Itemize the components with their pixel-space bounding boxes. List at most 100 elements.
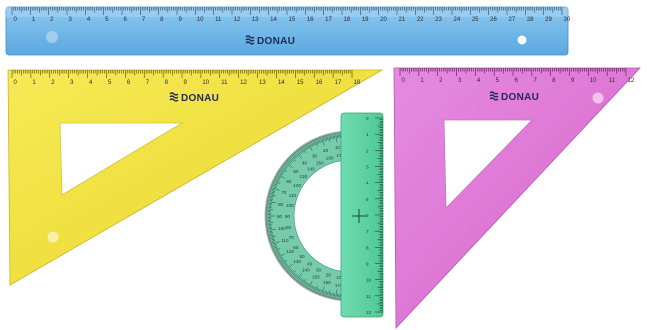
donau-wave-logo-icon [489,91,499,101]
protractor-side-tick-label: 11 [366,294,371,299]
yellow-set-square-tick-label: 10 [202,80,209,86]
protractor-side-tick-label: 5 [366,197,369,202]
yellow-set-square-tick-label: 5 [108,80,112,86]
protractor-inner-degree-label: 130 [300,174,308,179]
brand-name: DONAU [181,93,219,104]
protractor-outer-degree-label: 90 [277,214,283,219]
pink-set-square-tick-label: 0 [402,78,406,84]
blue-ruler-scale: 0 1 2 3 4 5 6 7 8 9 10 11 12 13 14 15 16 17 18 19 20 21 22 23 24… [11,7,571,23]
yellow-set-square-tick-label: 9 [184,80,188,86]
protractor-inner-degree-label: 160 [326,156,334,161]
blue-ruler-tick-label: 15 [289,17,296,23]
protractor-inner-degree-label: 120 [293,183,301,188]
pink-set-square-tick-label: 2 [439,78,443,84]
protractor-side-tick-label: 2 [366,148,369,153]
protractor-outer-degree-label: 110 [281,238,289,243]
ruler-hang-hole-icon [517,35,527,45]
set-square-cutout [443,119,533,209]
protractor-outer-degree-label: 170 [335,283,343,288]
pink-set-square-tick-label: 11 [609,78,616,84]
blue-ruler-tick-label: 4 [87,17,91,23]
yellow-set-square-tick-label: 15 [297,80,304,86]
yellow-set-square-tick-label: 12 [240,80,247,86]
pink-set-square-scale: 0 1 2 3 4 5 6 7 8 9 10 11 12 [399,68,635,84]
protractor-side-tick-label: 8 [366,245,369,250]
pink-set-square-tick-label: 12 [628,78,635,84]
protractor-side-tick-label: 10 [366,278,372,283]
blue-ruler-tick-label: 16 [307,17,314,23]
yellow-set-square-tick-label: 6 [127,80,131,86]
blue-ruler-tick-label: 26 [490,17,497,23]
pink-set-square-tick-label: 7 [533,78,537,84]
yellow-set-square-tick-label: 7 [146,80,150,86]
protractor-inner-degree-label: 10 [336,275,342,280]
blue-ruler-tick-label: 29 [545,17,552,23]
protractor-inner-degree-label: 90 [285,214,291,219]
blue-ruler-tick-label: 8 [160,17,164,23]
blue-ruler-tick-label: 12 [234,17,241,23]
yellow-set-square-tick-label: 17 [335,80,342,86]
blue-ruler-tick-label: 1 [32,17,36,23]
yellow-set-square-tick-label: 1 [32,80,36,86]
protractor-inner-degree-label: 20 [326,272,332,277]
blue-ruler-logo: DONAU [245,35,295,47]
blue-ruler-tick-label: 21 [399,17,406,23]
protractor-inner-degree-label: 170 [336,153,344,158]
brand-name: DONAU [501,92,539,103]
donau-wave-logo-icon [169,92,179,102]
blue-ruler-tick-label: 28 [527,17,534,23]
protractor-inner-degree-label: 30 [316,268,322,273]
protractor-outer-degree-label: 70 [281,190,287,195]
blue-ruler-tick-label: 25 [472,17,479,23]
yellow-set-square-tick-label: 16 [316,80,323,86]
protractor: 0180101702016030150401405013060120701108… [264,112,384,318]
protractor-inner-degree-label: 150 [316,160,324,165]
set-square-hole-icon [592,92,604,104]
blue-ruler-tick-label: 19 [362,17,369,23]
yellow-set-square-tick-label: 18 [354,80,361,86]
protractor-inner-degree-label: 70 [289,235,295,240]
blue-ruler-tick-label: 6 [124,17,128,23]
pink-set-square-tick-label: 1 [420,78,424,84]
protractor-outer-degree-label: 130 [293,259,301,264]
blue-ruler: 0 1 2 3 4 5 6 7 8 9 10 11 12 13 14 15 16 17 18 19 20 21 22 23 24… [5,6,571,56]
protractor-inner-degree-label: 40 [307,261,313,266]
yellow-set-square-tick-label: 3 [70,80,74,86]
yellow-set-square-logo: DONAU [169,92,219,104]
protractor-side-tick-label: 6 [366,213,369,218]
blue-ruler-tick-label: 23 [435,17,442,23]
yellow-set-square-tick-label: 4 [89,80,93,86]
blue-ruler-tick-label: 11 [215,17,222,23]
protractor-side-tick-label: 9 [366,262,369,267]
pink-set-square-tick-label: 6 [515,78,519,84]
protractor-inner-degree-label: 80 [286,225,292,230]
protractor-outer-degree-label: 40 [302,160,308,165]
protractor-side-tick-label: 12 [366,310,372,315]
protractor-outer-degree-label: 50 [293,169,299,174]
yellow-set-square-tick-label: 14 [278,80,285,86]
blue-ruler-tick-label: 9 [179,17,183,23]
blue-ruler-tick-label: 5 [105,17,109,23]
pink-set-square-tick-label: 8 [552,78,556,84]
protractor-side-tick-label: 1 [366,132,369,137]
blue-ruler-tick-label: 13 [252,17,259,23]
protractor-side-tick-label: 7 [366,229,369,234]
protractor-side-tick-label: 4 [366,181,369,186]
yellow-set-square-scale: 0 1 2 3 4 5 6 7 8 9 10 11 12 13 14 15 16 17 18 [11,70,361,86]
blue-ruler-tick-label: 24 [454,17,461,23]
protractor-outer-degree-label: 150 [312,275,320,280]
brand-name: DONAU [257,36,295,47]
blue-ruler-tick-label: 20 [380,17,387,23]
blue-ruler-tick-label: 30 [564,17,571,23]
protractor-outer-degree-label: 20 [323,148,329,153]
pink-set-square-tick-label: 3 [458,78,462,84]
yellow-set-square-tick-label: 11 [221,80,228,86]
blue-ruler-tick-label: 14 [270,17,277,23]
protractor-inner-degree-label: 100 [286,203,294,208]
protractor-outer-degree-label: 140 [302,268,310,273]
protractor-outer-degree-label: 10 [335,145,341,150]
blue-ruler-tick-label: 10 [197,17,204,23]
